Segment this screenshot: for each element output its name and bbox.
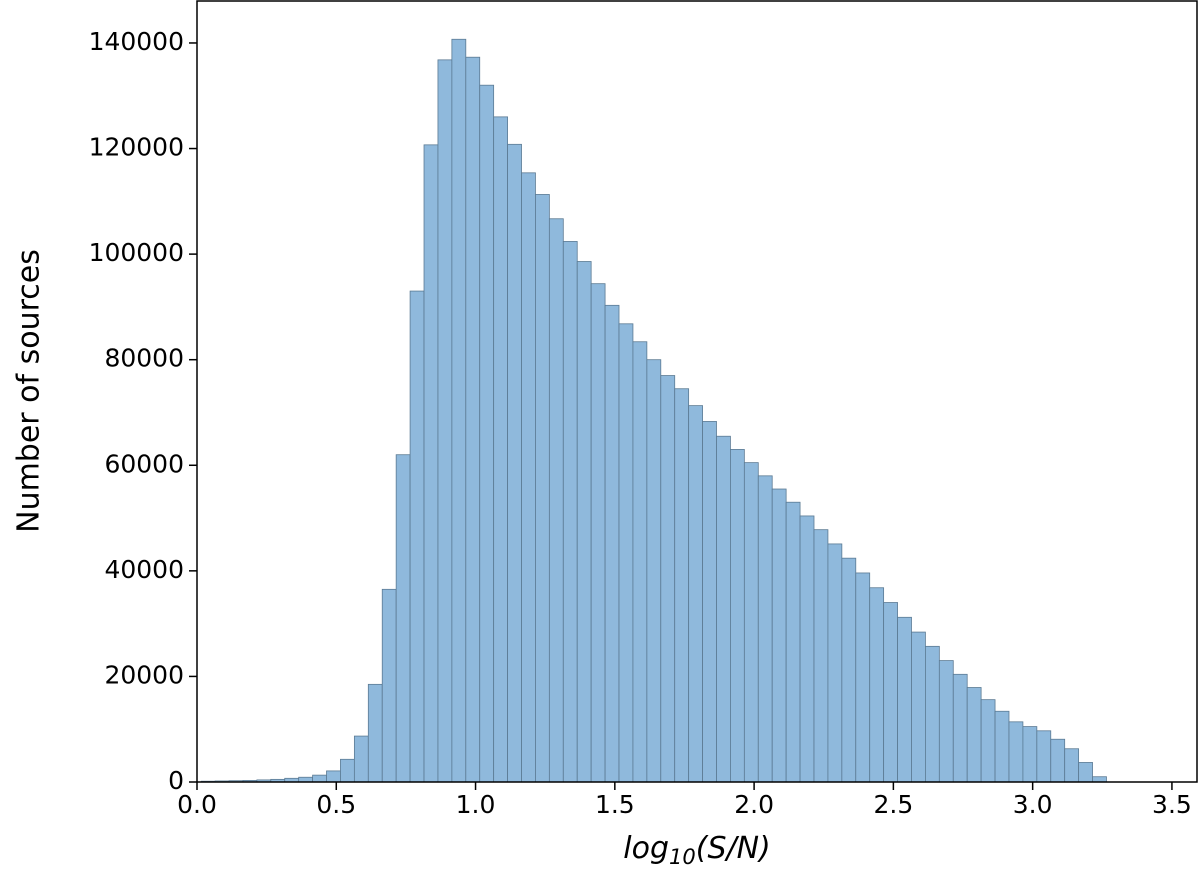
bar — [1022, 726, 1038, 783]
bar — [841, 557, 857, 783]
bar — [771, 488, 787, 783]
x-tick-label: 1.5 — [595, 790, 635, 819]
bar — [869, 587, 885, 783]
bar — [381, 588, 397, 783]
bar — [340, 758, 355, 783]
x-tick-label: 3.5 — [1152, 790, 1192, 819]
bar — [548, 218, 564, 783]
x-tick-label: 3.0 — [1013, 790, 1053, 819]
bar — [409, 290, 425, 783]
bar — [785, 501, 801, 783]
x-tick-label: 0.5 — [316, 790, 356, 819]
bar — [576, 261, 592, 783]
bar — [507, 143, 522, 783]
bar — [994, 710, 1010, 783]
y-tick-label: 20000 — [104, 660, 184, 689]
plot-area: 0.0 0.5 1.0 1.5 2.0 2.5 3.0 3.5 0 20000 40000 60000… — [89, 0, 1198, 819]
x-tick-label: 2.0 — [734, 790, 774, 819]
bar — [312, 774, 327, 783]
bar — [451, 38, 467, 783]
bar — [562, 241, 578, 783]
bar — [883, 602, 898, 783]
bar — [716, 435, 731, 783]
x-tick-label: 2.5 — [873, 790, 913, 819]
bar — [423, 144, 439, 783]
bar — [1050, 738, 1066, 783]
bar — [521, 172, 536, 783]
x-axis-label: log10(S/N) — [623, 831, 770, 869]
bar — [353, 735, 369, 783]
y-tick-label: 100000 — [89, 238, 184, 267]
bar — [674, 388, 690, 783]
bar — [437, 59, 453, 783]
y-tick-label: 40000 — [104, 555, 184, 584]
bar — [757, 475, 773, 783]
bar — [646, 359, 662, 783]
bar — [479, 84, 495, 783]
bar — [925, 645, 940, 783]
bar — [1036, 730, 1052, 783]
bar — [535, 194, 550, 783]
bar — [702, 421, 717, 783]
y-tick-label: 0 — [168, 766, 184, 795]
bar — [688, 405, 703, 783]
bar — [493, 116, 508, 783]
bar — [1092, 776, 1107, 783]
bar — [465, 56, 481, 783]
y-tick-label: 80000 — [104, 344, 184, 373]
bar — [980, 699, 996, 783]
bar — [660, 375, 676, 783]
bar — [618, 323, 634, 783]
bar — [827, 543, 843, 783]
bar — [1008, 721, 1024, 783]
x-tick-label: 1.0 — [456, 790, 496, 819]
bar — [730, 449, 745, 783]
bar — [326, 770, 341, 783]
plot-frame — [196, 0, 1198, 783]
x-label-subscript: 10 — [669, 845, 696, 869]
bar — [1078, 762, 1093, 783]
bar — [952, 673, 968, 783]
bar — [367, 683, 383, 783]
bar — [743, 462, 759, 783]
bar — [897, 616, 912, 783]
bar — [813, 529, 829, 783]
bar — [604, 304, 620, 783]
y-tick-label: 60000 — [104, 449, 184, 478]
bar — [938, 660, 954, 783]
bar — [855, 572, 871, 783]
y-tick-label: 120000 — [89, 133, 184, 162]
bar — [911, 631, 926, 783]
x-tick-label: 0.0 — [177, 790, 217, 819]
bar — [799, 515, 815, 783]
y-tick-label: 140000 — [89, 27, 184, 56]
y-axis-label: Number of sources — [12, 249, 47, 533]
bar — [590, 283, 606, 783]
bar — [395, 454, 411, 783]
bar — [1064, 748, 1080, 783]
bar — [632, 341, 648, 783]
x-label-base: log — [623, 831, 669, 866]
bar — [966, 687, 982, 783]
x-label-rest: (S/N) — [696, 831, 771, 866]
